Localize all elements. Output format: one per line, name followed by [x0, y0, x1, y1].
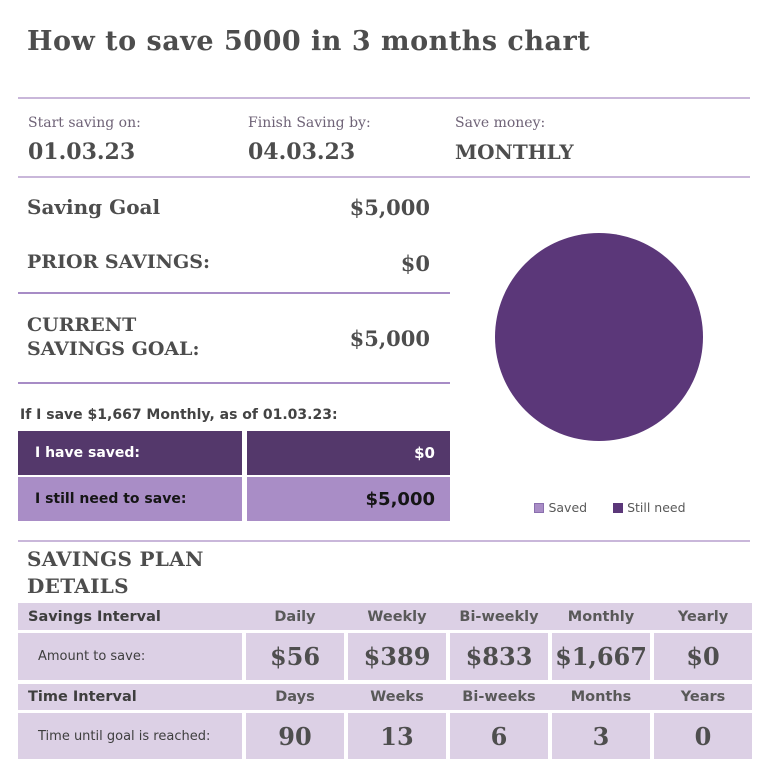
- legend-label-saved: Saved: [548, 500, 588, 515]
- still-need-value: $5,000: [247, 477, 450, 521]
- amount-weekly: $389: [348, 633, 446, 680]
- prior-savings-value: $0: [400, 250, 430, 276]
- column-header-biweeks: Bi-weeks: [462, 689, 536, 705]
- still-need-label: I still need to save:: [18, 477, 242, 521]
- legend-swatch-saved-icon: [534, 502, 545, 513]
- time-interval-label: Time Interval: [28, 689, 137, 705]
- divider: [18, 292, 450, 294]
- have-saved-label: I have saved:: [18, 431, 242, 475]
- chart-legend: Saved Still need: [460, 500, 760, 515]
- saving-goal-value: $5,000: [349, 194, 430, 220]
- plan-section-title: SAVINGS PLAN DETAILS: [27, 547, 204, 598]
- column-header-biweekly: Bi-weekly: [459, 608, 539, 625]
- saving-goal-label: Saving Goal: [27, 194, 161, 219]
- time-biweeks: 6: [450, 713, 548, 759]
- pie-slice-still-need: [495, 233, 703, 441]
- legend-item-still-need: Still need: [613, 500, 686, 515]
- amount-monthly: $1,667: [552, 633, 650, 680]
- amount-to-save-row: Amount to save: $56 $389 $833 $1,667 $0: [18, 633, 752, 680]
- finish-saving-value: 04.03.23: [248, 139, 356, 165]
- current-goal-label: CURRENT SAVINGS GOAL:: [27, 314, 200, 360]
- time-years: 0: [654, 713, 752, 759]
- prior-savings-label: PRIOR SAVINGS:: [27, 251, 210, 274]
- progress-caption: If I save $1,667 Monthly, as of 01.03.23…: [20, 407, 338, 423]
- legend-label-still-need: Still need: [627, 500, 686, 515]
- savings-interval-label: Savings Interval: [28, 608, 161, 625]
- finish-saving-column: Finish Saving by: 04.03.23: [248, 113, 371, 166]
- time-months: 3: [552, 713, 650, 759]
- column-header-months: Months: [570, 689, 632, 705]
- column-header-yearly: Yearly: [677, 608, 729, 625]
- amount-biweekly: $833: [450, 633, 548, 680]
- amount-yearly: $0: [654, 633, 752, 680]
- column-header-weekly: Weekly: [367, 608, 427, 625]
- save-money-column: Save money: MONTHLY: [455, 113, 574, 166]
- pie-chart: [494, 232, 704, 442]
- legend-item-saved: Saved: [534, 500, 587, 515]
- saving-goal-row: Saving Goal $5,000: [18, 187, 450, 227]
- start-saving-label: Start saving on:: [28, 115, 141, 131]
- amount-to-save-label: Amount to save:: [18, 633, 242, 680]
- current-goal-value: $5,000: [349, 325, 430, 351]
- prior-savings-row: PRIOR SAVINGS: $0: [18, 245, 450, 281]
- time-days: 90: [246, 713, 344, 759]
- savings-interval-header: Savings Interval Daily Weekly Bi-weekly …: [18, 603, 752, 630]
- column-header-days: Days: [275, 689, 315, 705]
- time-until-goal-row: Time until goal is reached: 90 13 6 3 0: [18, 713, 752, 759]
- start-saving-column: Start saving on: 01.03.23: [28, 113, 141, 166]
- amount-daily: $56: [246, 633, 344, 680]
- save-money-label: Save money:: [455, 115, 546, 131]
- column-header-daily: Daily: [274, 608, 316, 625]
- progress-table: I have saved: $0 I still need to save: $…: [18, 431, 450, 523]
- divider: [18, 97, 750, 99]
- current-goal-row: CURRENT SAVINGS GOAL: $5,000: [18, 306, 450, 370]
- legend-swatch-still-need-icon: [613, 502, 624, 513]
- divider: [18, 540, 750, 542]
- column-header-monthly: Monthly: [567, 608, 635, 625]
- column-header-years: Years: [680, 689, 726, 705]
- time-interval-header: Time Interval Days Weeks Bi-weeks Months…: [18, 684, 752, 710]
- finish-saving-label: Finish Saving by:: [248, 115, 371, 131]
- time-weeks: 13: [348, 713, 446, 759]
- start-saving-value: 01.03.23: [28, 139, 136, 165]
- have-saved-value: $0: [247, 431, 450, 475]
- table-row: I have saved: $0: [18, 431, 450, 475]
- header-info-row: Start saving on: 01.03.23 Finish Saving …: [18, 113, 750, 171]
- time-until-goal-label: Time until goal is reached:: [18, 713, 242, 759]
- divider: [18, 176, 750, 178]
- pie-chart-svg: [495, 233, 703, 441]
- column-header-weeks: Weeks: [370, 689, 424, 705]
- table-row: I still need to save: $5,000: [18, 477, 450, 521]
- page-title: How to save 5000 in 3 months chart: [27, 26, 591, 57]
- save-money-value: MONTHLY: [455, 140, 574, 164]
- divider: [18, 382, 450, 384]
